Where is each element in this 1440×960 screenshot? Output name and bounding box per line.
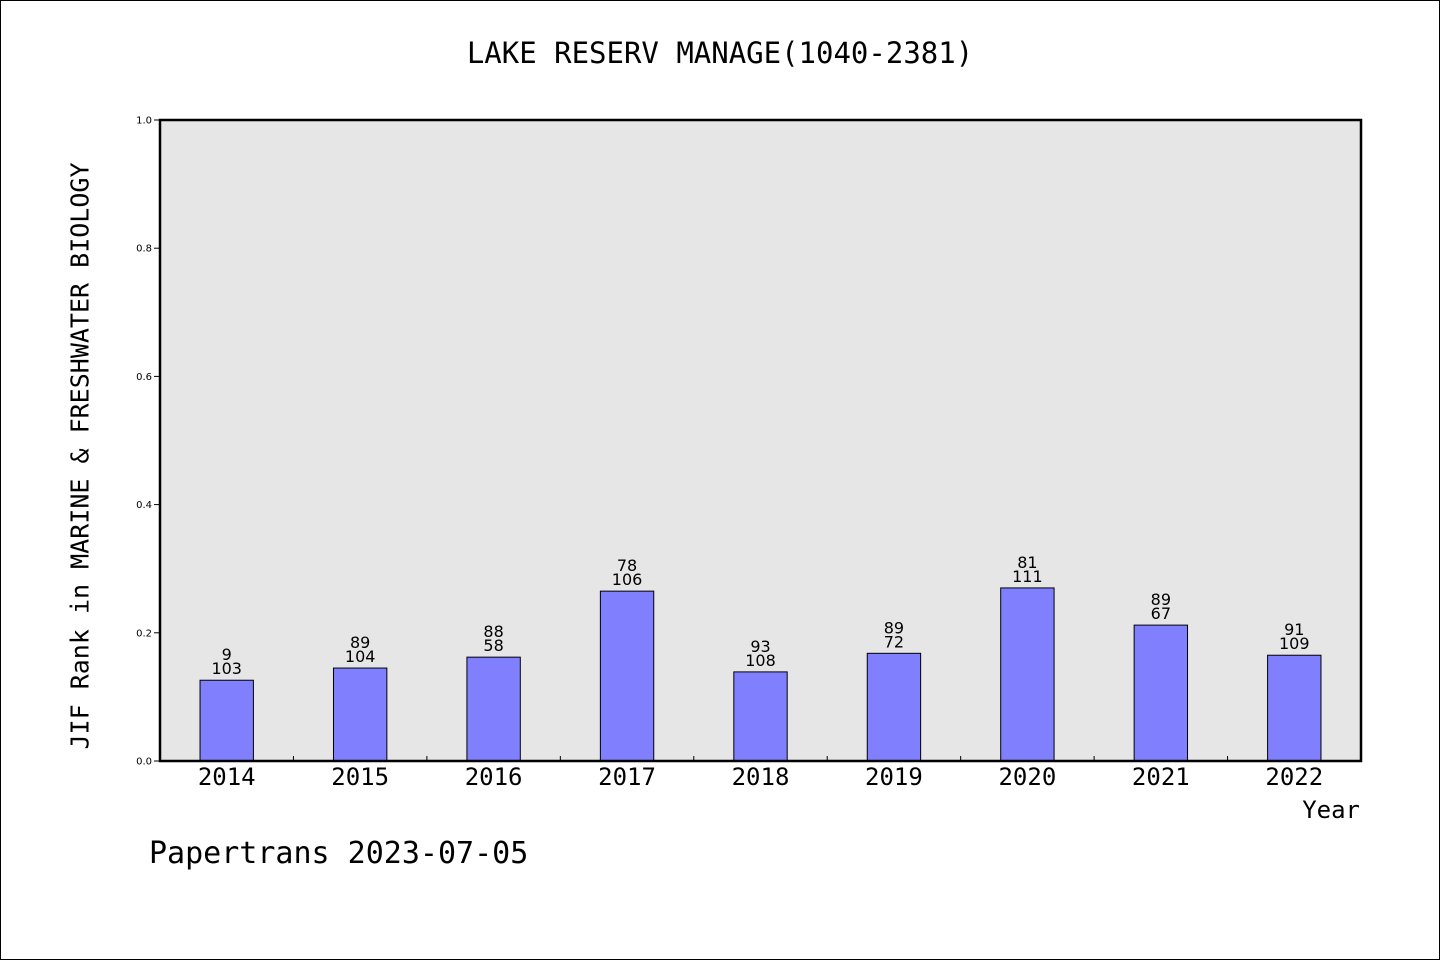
- y-tick-label: 1.0: [136, 116, 152, 127]
- x-tick-label: 2016: [465, 763, 523, 791]
- bar: [199, 679, 254, 762]
- bar-label-total: 109: [1279, 634, 1310, 653]
- bar-label-rank: 89: [350, 633, 370, 652]
- bar-label-rank: 91: [1284, 620, 1304, 639]
- bar: [1267, 654, 1322, 762]
- bar: [599, 590, 655, 762]
- footer-credit: Papertrans 2023-07-05: [149, 836, 529, 871]
- bar-label-total: 67: [1151, 604, 1171, 623]
- bar-label-total: 103: [211, 659, 242, 678]
- bar-label-total: 104: [345, 647, 376, 666]
- bar: [1000, 587, 1055, 762]
- y-tick-label: 0.2: [136, 628, 152, 639]
- y-tick-label: 0.8: [136, 244, 152, 255]
- plot-border: [158, 118, 1363, 763]
- bar-label-rank: 93: [750, 637, 770, 656]
- y-tick-label: 0.0: [136, 757, 152, 768]
- bar: [733, 671, 788, 762]
- bar-label-rank: 81: [1017, 553, 1037, 572]
- x-tick-label: 2017: [598, 763, 656, 791]
- bar-label-rank: 89: [1151, 590, 1171, 609]
- bar: [332, 667, 388, 762]
- x-tick-label: 2018: [732, 763, 790, 791]
- x-axis-label: Year: [1302, 796, 1360, 824]
- bar-label-total: 111: [1012, 567, 1043, 586]
- x-tick-label: 2014: [198, 763, 256, 791]
- y-tick-label: 0.4: [136, 500, 152, 511]
- bar: [1133, 624, 1189, 762]
- bar-label-total: 106: [612, 570, 643, 589]
- bar: [866, 652, 922, 762]
- bar: [466, 656, 521, 762]
- x-tick-label: 2015: [331, 763, 389, 791]
- bar-label-total: 72: [884, 632, 904, 651]
- bar-label-rank: 9: [222, 645, 232, 664]
- chart-title: LAKE RESERV MANAGE(1040-2381): [466, 36, 974, 70]
- x-tick-label: 2020: [998, 763, 1056, 791]
- x-tick-label: 2019: [865, 763, 923, 791]
- bar-label-rank: 88: [483, 622, 503, 641]
- x-tick-label: 2021: [1132, 763, 1190, 791]
- x-tick-label: 2022: [1265, 763, 1323, 791]
- bar-label-total: 108: [745, 651, 776, 670]
- bar-label-total: 58: [483, 636, 503, 655]
- bar-label-rank: 78: [617, 556, 637, 575]
- y-tick-label: 0.6: [136, 372, 152, 383]
- bar-label-rank: 89: [884, 618, 904, 637]
